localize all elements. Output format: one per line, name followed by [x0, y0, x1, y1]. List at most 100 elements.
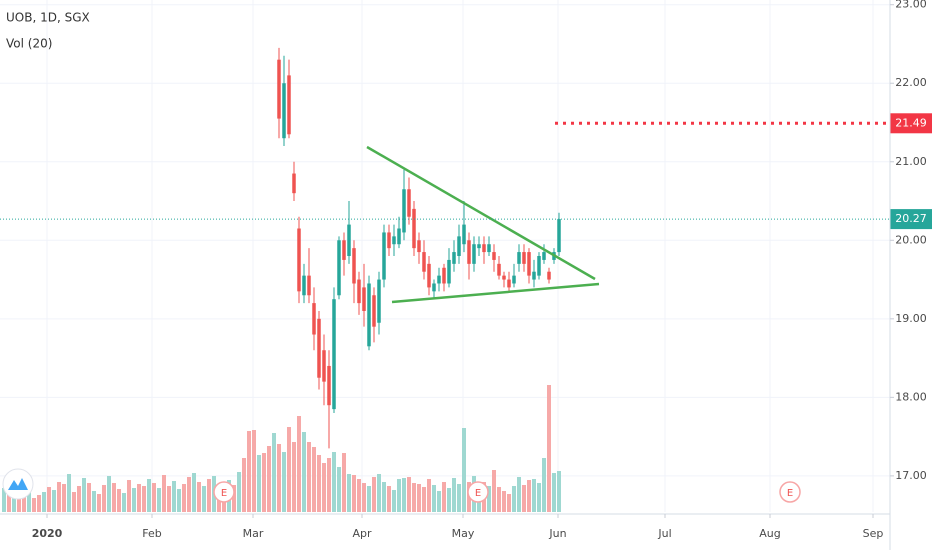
volume-bar: [182, 484, 186, 512]
candle-body: [472, 244, 476, 264]
logo[interactable]: [2, 468, 34, 500]
volume-bar: [72, 492, 76, 512]
candle-body: [412, 208, 416, 249]
volume-bar: [527, 480, 531, 512]
axes-layer: 17.00 18.00 19.00 20.00 21.00 22.00 23.00 2020 F…: [32, 0, 927, 540]
candle-body: [437, 275, 441, 284]
volume-label: Vol (20): [6, 37, 52, 51]
candle-body: [342, 240, 346, 260]
volume-bar: [7, 492, 11, 512]
y-tick-label: 17.00: [895, 469, 927, 482]
y-tick-label: 20.00: [895, 233, 927, 246]
candle-body: [532, 271, 536, 280]
candle-body: [442, 267, 446, 284]
candle-body: [477, 244, 481, 249]
candle-body: [387, 232, 391, 249]
volume-bar: [132, 488, 136, 512]
volume-bar: [42, 492, 46, 512]
candle-body: [547, 271, 551, 280]
event-circle: [467, 481, 489, 503]
candle-body: [407, 189, 411, 217]
volume-bar: [312, 447, 316, 512]
volume-bar: [442, 482, 446, 512]
candle-body: [317, 318, 321, 378]
x-tick-label: May: [452, 527, 475, 540]
candle-body: [447, 259, 451, 284]
volume-bar: [557, 471, 561, 512]
volume-bar: [487, 486, 491, 512]
volume-bar: [137, 484, 141, 512]
candle-body: [452, 252, 456, 264]
volume-bar: [517, 477, 521, 512]
volume-bar: [537, 483, 541, 512]
candle-body: [527, 252, 531, 276]
volume-bar: [27, 490, 31, 512]
volume-bar: [157, 488, 161, 512]
volume-bar: [2, 488, 6, 512]
volume-bar: [452, 478, 456, 512]
volume-bar: [547, 385, 551, 512]
volume-bar: [532, 479, 536, 512]
volume-bar: [97, 494, 101, 512]
volume-bar: [237, 472, 241, 512]
volume-bar: [372, 477, 376, 512]
volume-bar: [502, 491, 506, 512]
volume-bar: [492, 470, 496, 512]
event-marker[interactable]: E: [213, 481, 235, 503]
volume-bar: [397, 479, 401, 512]
volume-bar: [412, 483, 416, 512]
candle-body: [557, 219, 561, 253]
volume-bar: [337, 467, 341, 512]
candle-body: [372, 295, 376, 327]
candle-body: [327, 365, 331, 406]
volume-bar: [117, 489, 121, 512]
volume-bar: [92, 491, 96, 512]
volume-bar: [457, 484, 461, 512]
volume-bar: [127, 480, 131, 512]
volume-bar: [347, 474, 351, 512]
volume-bar: [342, 453, 346, 512]
volume-bar: [167, 486, 171, 512]
event-marker[interactable]: E: [779, 481, 801, 503]
volume-bar: [462, 428, 466, 512]
volume-bar: [402, 478, 406, 512]
volume-bar: [327, 458, 331, 512]
volume-bar: [332, 452, 336, 512]
candle-body: [397, 228, 401, 245]
volume-bar: [67, 474, 71, 512]
volume-bar: [387, 486, 391, 512]
volume-bar: [317, 455, 321, 512]
y-tick-label: 21.00: [895, 155, 927, 168]
alert-level-label: 21.49: [895, 116, 927, 129]
last-price-box: [890, 209, 932, 230]
volume-bar: [32, 498, 36, 512]
event-marker[interactable]: E: [467, 481, 489, 503]
candle-body: [462, 224, 466, 245]
volume-bar: [392, 490, 396, 512]
volume-bar: [87, 483, 91, 512]
volume-bar: [177, 489, 181, 512]
volume-bar: [427, 479, 431, 512]
candle-body: [542, 252, 546, 260]
candle-body: [507, 279, 511, 288]
volume-bar: [187, 477, 191, 512]
candle-body: [497, 263, 501, 276]
event-circle: [213, 481, 235, 503]
volume-bar: [192, 473, 196, 512]
event-label: E: [475, 488, 481, 499]
volume-bar: [357, 479, 361, 512]
candle-body: [467, 240, 471, 264]
volume-bar: [437, 491, 441, 512]
volume-bar: [282, 452, 286, 512]
candle-layer: [277, 47, 561, 449]
candle-body: [427, 263, 431, 288]
y-tick-label: 18.00: [895, 390, 927, 403]
volume-bar: [147, 479, 151, 512]
candle-body: [347, 224, 351, 256]
volume-bar: [422, 487, 426, 512]
candle-body: [307, 275, 311, 296]
candle-body: [362, 287, 366, 311]
volume-bar: [107, 476, 111, 512]
y-tick-label: 19.00: [895, 312, 927, 325]
